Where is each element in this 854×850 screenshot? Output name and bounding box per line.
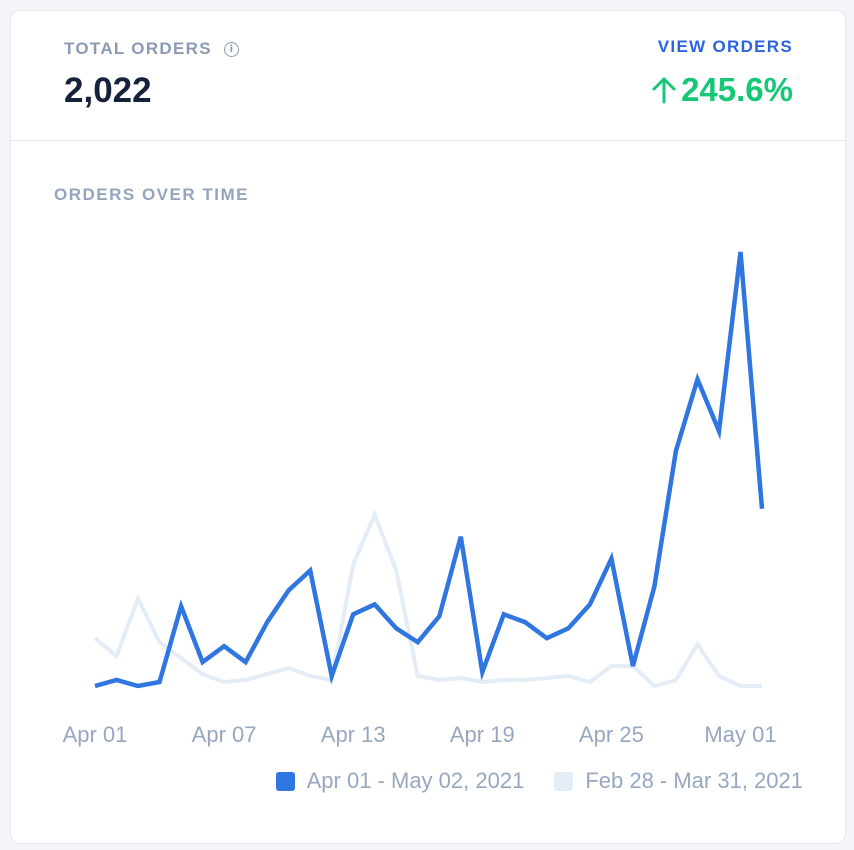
total-orders-label: TOTAL ORDERS — [64, 39, 212, 58]
change-indicator: 245.6% — [651, 71, 793, 109]
series-line-current — [94, 251, 765, 689]
view-orders-link[interactable]: VIEW ORDERS — [657, 37, 793, 56]
info-icon[interactable]: i — [223, 41, 239, 57]
x-tick-label: Apr 01 — [63, 722, 128, 747]
x-tick-label: May 01 — [704, 722, 776, 747]
chart-legend: Apr 01 - May 02, 2021 Feb 28 - Mar 31, 2… — [275, 768, 803, 794]
chart-title: ORDERS OVER TIME — [54, 185, 249, 204]
up-arrow-icon — [652, 77, 676, 104]
legend-label-current: Apr 01 - May 02, 2021 — [306, 768, 525, 793]
legend-swatch-previous — [554, 771, 574, 791]
x-tick-label: Apr 13 — [321, 722, 386, 747]
orders-card: TOTAL ORDERS i 2,022 VIEW ORDERS 245.6% … — [10, 10, 846, 844]
legend-swatch-current — [275, 771, 295, 791]
change-value: 245.6% — [681, 71, 793, 108]
total-orders-value: 2,022 — [64, 71, 152, 110]
x-tick-label: Apr 07 — [192, 722, 257, 747]
series-line-previous — [93, 509, 762, 689]
card-header: TOTAL ORDERS i 2,022 VIEW ORDERS 245.6% — [11, 11, 845, 141]
x-tick-label: Apr 19 — [450, 722, 515, 747]
legend-item-current[interactable]: Apr 01 - May 02, 2021 — [275, 768, 525, 794]
x-tick-label: Apr 25 — [579, 722, 644, 747]
orders-line-chart: Apr 01 Apr 07 Apr 13 Apr 19 Apr 25 May 01 — [63, 251, 777, 747]
legend-item-previous[interactable]: Feb 28 - Mar 31, 2021 — [554, 768, 803, 794]
legend-label-previous: Feb 28 - Mar 31, 2021 — [585, 768, 803, 793]
kpi-label-row: TOTAL ORDERS i — [64, 39, 239, 59]
